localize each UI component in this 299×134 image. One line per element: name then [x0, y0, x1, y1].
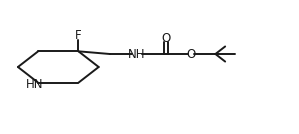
- Text: HN: HN: [25, 77, 43, 90]
- Text: O: O: [186, 48, 196, 61]
- Text: NH: NH: [128, 48, 146, 61]
- Text: F: F: [75, 29, 82, 42]
- Text: O: O: [161, 32, 171, 45]
